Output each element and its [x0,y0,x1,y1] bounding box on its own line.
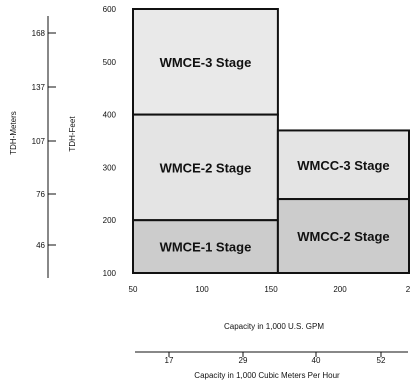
region-label: WMCE-2 Stage [160,160,252,175]
x2-axis-title: Capacity in 1,000 Cubic Meters Per Hour [194,371,340,380]
x-tick-label: 50 [129,285,138,294]
y2-tick-label: 76 [36,190,45,199]
x-tick-label: 150 [264,285,278,294]
y-tick-label: 200 [103,216,117,225]
y2-tick-label: 46 [36,241,45,250]
x-tick-label: 2 [406,285,411,294]
y-tick-label: 600 [103,5,117,14]
y-tick-label: 400 [103,111,117,120]
y2-tick-label: 107 [32,137,46,146]
x2-tick-label: 52 [377,356,386,365]
x2-tick-label: 29 [239,356,248,365]
x-axis-title: Capacity in 1,000 U.S. GPM [224,322,324,331]
y2-axis-title: TDH-Meters [9,111,18,155]
region-label: WMCE-3 Stage [160,55,252,70]
y2-tick-label: 168 [32,29,46,38]
region-label: WMCC-3 Stage [297,158,389,173]
y-axis-title: TDH-Feet [68,116,77,152]
y-tick-label: 300 [103,163,117,172]
x-tick-label: 200 [333,285,347,294]
x-tick-label: 100 [195,285,209,294]
y-tick-label: 500 [103,58,117,67]
x2-tick-label: 40 [312,356,321,365]
region-label: WMCE-1 Stage [160,240,252,255]
y-tick-label: 100 [103,269,117,278]
x2-tick-label: 17 [165,356,174,365]
region-label: WMCC-2 Stage [297,229,389,244]
y2-tick-label: 137 [32,83,46,92]
